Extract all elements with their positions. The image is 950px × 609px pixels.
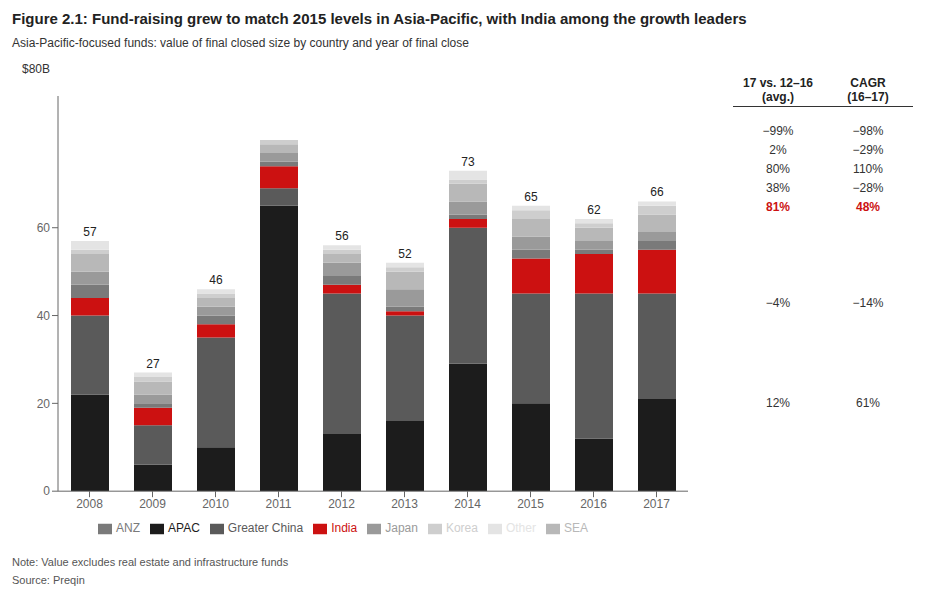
html-text:APAC: APAC [168, 521, 200, 536]
svg-text:46: 46 [209, 273, 223, 287]
html-text:17 vs. 12–16: 17 vs. 12–16 [743, 76, 813, 90]
html-text:SEA: SEA [564, 521, 588, 536]
html-text:Other: Other [506, 521, 536, 536]
html-text:48%: 48% [856, 200, 880, 214]
svg-text:40: 40 [37, 309, 51, 323]
html-text:Asia-Pacific-focused funds: va: Asia-Pacific-focused funds: value of fin… [12, 36, 469, 50]
svg-text:57: 57 [83, 225, 97, 239]
svg-text:20: 20 [37, 397, 51, 411]
html-text:2%: 2% [769, 143, 787, 157]
html-text:(16–17): (16–17) [847, 90, 889, 104]
html-text:CAGR: CAGR [850, 76, 886, 90]
html-text:Figure 2.1: Fund-raising grew: Figure 2.1: Fund-raising grew to match 2… [12, 10, 747, 27]
svg-text:2014: 2014 [454, 497, 481, 511]
svg-text:2010: 2010 [202, 497, 229, 511]
html-text:India: India [331, 521, 358, 536]
svg-text:52: 52 [398, 247, 412, 261]
svg-text:27: 27 [146, 357, 160, 371]
html-text:Korea: Korea [445, 521, 478, 536]
html-text:$80B: $80B [22, 62, 50, 76]
svg-text:66: 66 [650, 185, 664, 199]
svg-text:73: 73 [461, 155, 475, 169]
html-text:(avg.): (avg.) [762, 90, 794, 104]
svg-text:60: 60 [37, 221, 51, 235]
html-text:Japan: Japan [385, 521, 418, 536]
html-text:Source: Preqin: Source: Preqin [12, 574, 85, 586]
svg-text:2013: 2013 [391, 497, 418, 511]
html-text:12%: 12% [766, 396, 790, 410]
svg-text:2016: 2016 [580, 497, 607, 511]
svg-text:65: 65 [524, 190, 538, 204]
svg-text:2009: 2009 [139, 497, 166, 511]
html-text:−99%: −99% [762, 124, 794, 138]
html-text:ANZ: ANZ [116, 521, 140, 536]
html-text:81%: 81% [766, 200, 790, 214]
html-text:Greater China: Greater China [227, 521, 304, 536]
html-text:80%: 80% [766, 162, 790, 176]
svg-text:2017: 2017 [643, 497, 670, 511]
svg-text:2015: 2015 [517, 497, 544, 511]
svg-text:2011: 2011 [266, 497, 292, 511]
html-text:38%: 38% [766, 181, 790, 195]
svg-text:62: 62 [587, 203, 601, 217]
html-text:Note: Value excludes real esta: Note: Value excludes real estate and inf… [12, 556, 289, 568]
svg-text:2012: 2012 [328, 497, 355, 511]
svg-text:0: 0 [43, 484, 50, 498]
svg-text:2008: 2008 [76, 497, 103, 511]
svg-text:56: 56 [335, 229, 349, 243]
html-text:61%: 61% [856, 396, 880, 410]
html-text:−4%: −4% [765, 296, 791, 310]
html-text:−28%: −28% [852, 181, 884, 195]
html-text:−29%: −29% [852, 143, 884, 157]
html-text:−98%: −98% [852, 124, 884, 138]
html-text:110%: 110% [853, 162, 883, 176]
html-text:−14%: −14% [852, 296, 884, 310]
